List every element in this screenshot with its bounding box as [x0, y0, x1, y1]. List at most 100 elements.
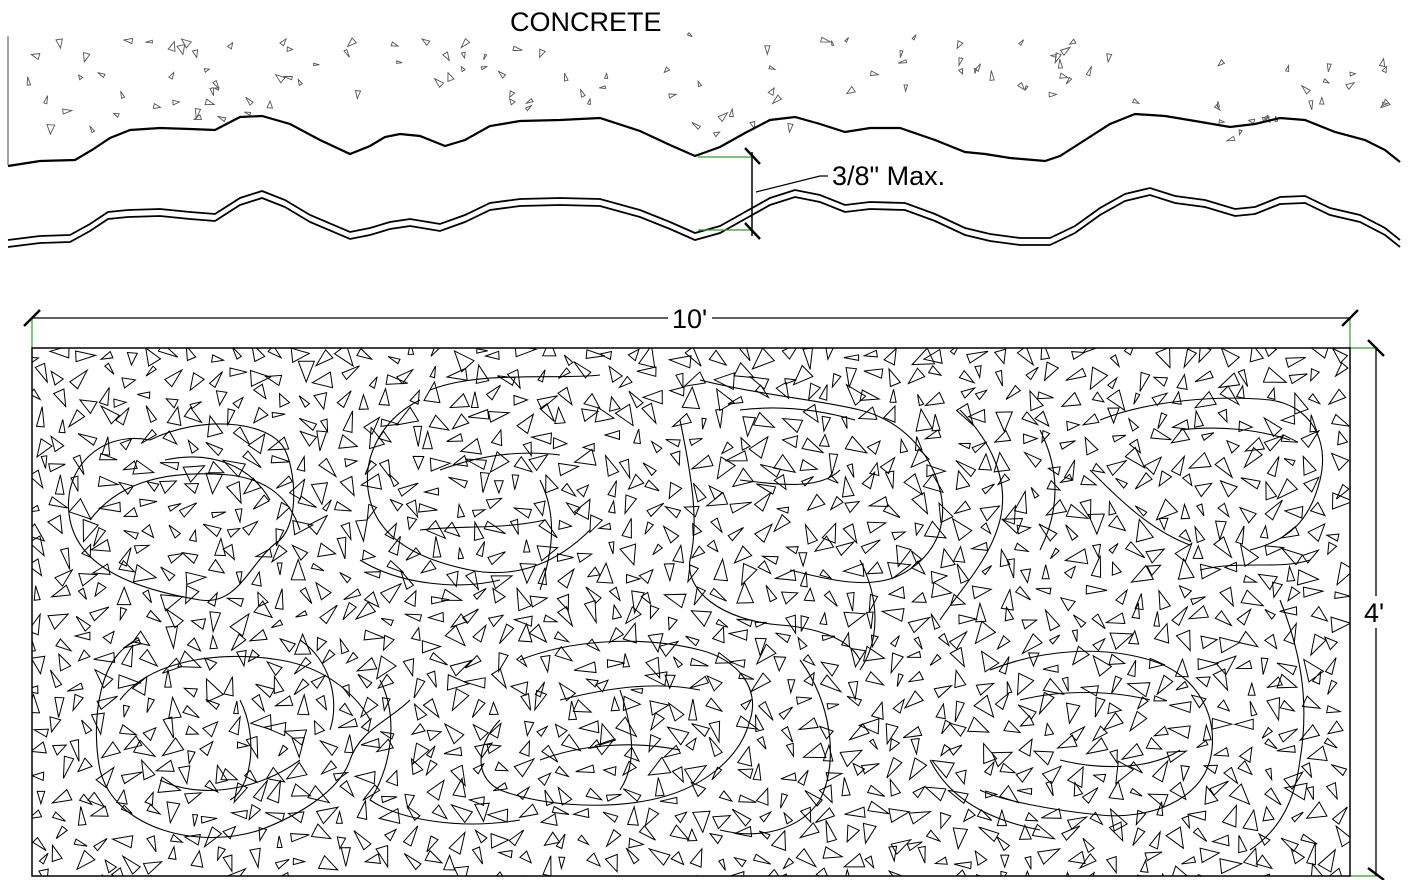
aggregate-triangle — [1264, 787, 1282, 806]
aggregate-triangle — [1243, 436, 1266, 452]
aggregate-triangle — [452, 454, 469, 467]
aggregate-triangle — [207, 414, 224, 438]
aggregate-triangle — [187, 438, 200, 454]
aggregate-triangle — [426, 670, 437, 688]
aggregate-triangle — [1041, 564, 1050, 580]
aggregate-triangle — [255, 683, 276, 699]
aggregate-triangle — [356, 348, 374, 361]
aggregate-triangle — [488, 721, 502, 739]
aggregate-triangle — [307, 784, 331, 804]
aggregate-triangle — [759, 464, 782, 478]
aggregate-triangle — [1129, 710, 1148, 733]
aggregate-triangle — [742, 416, 757, 438]
aggregate-triangle — [681, 385, 701, 410]
stipple-mark — [1016, 81, 1026, 92]
aggregate-triangle — [751, 348, 776, 370]
aggregate-triangle — [1106, 376, 1118, 390]
aggregate-triangle — [205, 441, 224, 457]
aggregate-triangle — [445, 367, 468, 381]
aggregate-triangle — [907, 616, 932, 634]
aggregate-triangle — [683, 505, 700, 518]
aggregate-triangle — [453, 349, 475, 373]
aggregate-triangle — [316, 430, 328, 451]
aggregate-triangle — [955, 460, 977, 478]
aggregate-triangle — [234, 508, 243, 524]
aggregate-triangle — [938, 501, 954, 524]
aggregate-triangle — [976, 808, 993, 821]
aggregate-triangle — [1197, 658, 1220, 671]
aggregate-triangle — [293, 656, 312, 675]
aggregate-triangle — [841, 562, 865, 577]
aggregate-triangle — [765, 584, 778, 603]
aggregate-triangle — [32, 469, 44, 490]
stipple-mark — [830, 40, 835, 47]
aggregate-triangle — [294, 632, 312, 655]
aggregate-triangle — [93, 651, 116, 663]
aggregate-triangle — [978, 452, 993, 471]
aggregate-triangle — [674, 811, 688, 824]
aggregate-triangle — [131, 675, 148, 697]
aggregate-triangle — [222, 854, 233, 874]
aggregate-triangle — [543, 614, 559, 623]
stipple-mark — [1057, 59, 1064, 69]
aggregate-triangle — [736, 745, 753, 767]
aggregate-triangle — [410, 757, 424, 776]
aggregate-triangle — [47, 514, 63, 535]
aggregate-triangle — [290, 783, 312, 797]
aggregate-triangle — [457, 502, 466, 518]
aggregate-triangle — [1065, 367, 1087, 381]
aggregate-triangle — [1336, 561, 1350, 587]
aggregate-triangle — [403, 589, 417, 608]
aggregate-triangle — [560, 482, 577, 498]
aggregate-triangle — [359, 473, 383, 490]
aggregate-triangle — [691, 723, 711, 738]
aggregate-triangle — [1146, 564, 1162, 577]
aggregate-triangle — [748, 435, 769, 460]
aggregate-triangle — [867, 496, 889, 508]
aggregate-triangle — [475, 541, 486, 558]
aggregate-triangle — [604, 853, 618, 873]
aggregate-triangle — [336, 390, 352, 409]
aggregate-triangle — [1327, 679, 1338, 695]
aggregate-triangle — [1283, 621, 1297, 645]
aggregate-triangle — [137, 391, 151, 399]
aggregate-stipple — [26, 31, 1391, 142]
aggregate-triangle — [622, 653, 631, 668]
aggregate-triangle — [846, 463, 855, 478]
aggregate-triangle — [670, 412, 693, 428]
aggregate-triangle — [1071, 629, 1078, 642]
aggregate-triangle — [142, 861, 164, 876]
stipple-mark — [1378, 57, 1386, 68]
aggregate-triangle — [608, 626, 625, 644]
aggregate-triangle — [119, 606, 128, 622]
stipple-mark — [244, 111, 252, 116]
aggregate-triangle — [164, 669, 172, 688]
aggregate-triangle — [996, 473, 1011, 486]
aggregate-triangle — [1262, 366, 1288, 383]
aggregate-triangle — [271, 411, 286, 419]
aggregate-triangle — [520, 692, 532, 711]
aggregate-triangle — [77, 806, 87, 826]
aggregate-triangle — [267, 348, 283, 360]
aggregate-triangle — [32, 809, 43, 819]
aggregate-triangle — [1307, 522, 1326, 543]
aggregate-triangle — [257, 590, 269, 608]
aggregate-triangle — [910, 348, 936, 366]
aggregate-triangle — [729, 501, 753, 514]
aggregate-triangle — [948, 722, 967, 738]
aggregate-triangle — [1072, 614, 1087, 629]
aggregate-triangle — [412, 455, 425, 471]
aggregate-triangle — [99, 404, 121, 425]
aggregate-triangle — [247, 649, 261, 663]
width-label: 4' — [1364, 598, 1384, 628]
aggregate-triangle — [545, 473, 559, 494]
stipple-mark — [433, 77, 445, 89]
aggregate-triangle — [168, 695, 182, 720]
aggregate-triangle — [162, 430, 178, 446]
aggregate-triangle — [273, 695, 294, 707]
aggregate-triangle — [1266, 696, 1281, 722]
aggregate-triangle — [1200, 432, 1215, 442]
aggregate-triangle — [644, 807, 660, 827]
aggregate-triangle — [1078, 852, 1097, 870]
aggregate-triangle — [649, 700, 670, 716]
